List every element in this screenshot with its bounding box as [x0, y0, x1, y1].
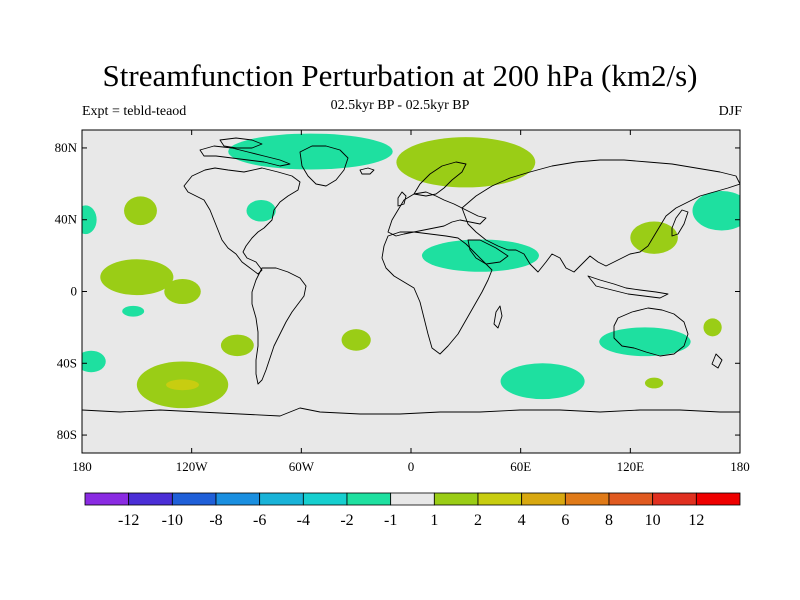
coastline-canadian-arctic [199, 145, 291, 167]
y-tick-label: 80S [57, 427, 77, 442]
colorbar-box [521, 492, 566, 506]
colorbar-label: 2 [474, 512, 482, 529]
colorbar-box [171, 492, 217, 506]
coastline-europe [387, 191, 487, 237]
y-tick-label: 40S [57, 355, 77, 370]
x-tick-label: 180 [72, 459, 92, 474]
colorbar-box [84, 492, 130, 506]
coastline-australia [613, 307, 689, 357]
shaded-region-east-pacific-tropics [100, 259, 174, 296]
colorbar-box [695, 492, 741, 506]
shaded-region-middle-east-band [421, 239, 539, 272]
colorbar-label: 10 [645, 512, 661, 529]
x-tick-label: 60E [510, 459, 531, 474]
x-tick-label: 180 [730, 459, 750, 474]
colorbar-box [433, 492, 479, 506]
shading-layer [82, 133, 740, 409]
colorbar-label: -6 [253, 512, 266, 529]
coastline-new-zealand [711, 353, 723, 369]
coastline-south-america [251, 267, 307, 385]
coastline-africa [381, 231, 493, 355]
colorbar-box [477, 492, 523, 506]
y-tick-label: 40N [55, 212, 78, 227]
coastline-canadian-islands [219, 137, 263, 149]
colorbar-label: 4 [518, 512, 526, 529]
colorbar-box [346, 492, 392, 506]
colorbar-box [302, 492, 348, 506]
colorbar-box [652, 492, 697, 506]
coastline-british-isles [397, 191, 407, 207]
y-tick-label: 80N [55, 140, 78, 155]
colorbar-box [259, 492, 304, 506]
coastline-japan [671, 209, 689, 237]
shaded-region-south-indian [500, 363, 585, 400]
coastline-greenland [299, 145, 349, 187]
x-tick-label: 120W [176, 459, 209, 474]
shaded-region-west-pacific-edge [82, 205, 97, 235]
colorbar-label: -8 [209, 512, 222, 529]
colorbar-label: -10 [162, 512, 183, 529]
colorbar-box [390, 492, 435, 506]
experiment-label: Expt = tebld-teaod [82, 104, 187, 119]
x-tick-label: 60W [289, 459, 315, 474]
x-tick-label: 0 [408, 459, 415, 474]
shaded-region-south-pacific-small [122, 305, 145, 317]
shaded-region-scandinavia-siberia [396, 137, 536, 188]
colorbar-label: -12 [118, 512, 139, 529]
shaded-region-south-atlantic [341, 329, 371, 351]
shaded-region-southwest-pacific-edge [82, 350, 106, 373]
coastline-arabia [467, 239, 509, 265]
shaded-region-southeast-pacific-center [166, 379, 199, 391]
colorbar-box [608, 492, 654, 506]
y-tick-label: 0 [71, 284, 78, 299]
shaded-region-south-of-australia [644, 377, 664, 389]
colorbar: -12 -10 -8 -6 -4 -2 -1 1 2 4 6 8 10 12 [84, 492, 741, 529]
shaded-region-east-pacific-tropics-tail [164, 278, 201, 305]
colorbar-box [128, 492, 173, 506]
colorbar-label: 6 [561, 512, 569, 529]
coastline-madagascar [493, 305, 503, 329]
colorbar-label: 1 [430, 512, 438, 529]
colorbar-label: 12 [688, 512, 704, 529]
coastline-indonesia [587, 275, 669, 299]
shaded-region-australia [599, 327, 691, 357]
colorbar-box [215, 492, 261, 506]
coastline-scandinavia [413, 161, 467, 197]
season-label: DJF [718, 104, 742, 119]
colorbar-label: -2 [340, 512, 353, 529]
colorbar-box [564, 492, 610, 506]
colorbar-label: -4 [297, 512, 310, 529]
chart-subtitle: 02.5kyr BP - 02.5kyr BP [330, 98, 470, 113]
shaded-region-northwest-pacific [692, 191, 740, 231]
coastline-asia [461, 159, 740, 273]
coastline-iceland [359, 167, 375, 175]
shaded-region-east-asia [630, 221, 678, 254]
coastline-north-america [183, 167, 301, 275]
colorbar-label: -1 [384, 512, 397, 529]
shaded-region-new-zealand-small [703, 318, 722, 337]
shaded-region-north-pacific-east [124, 196, 157, 226]
chart-title: Streamfunction Perturbation at 200 hPa (… [102, 58, 698, 93]
axes: 180 120W 60W 0 60E 120E 180 80N 40N 0 40S 80S [55, 130, 750, 474]
coastlines [82, 137, 740, 417]
x-tick-label: 120E [617, 459, 645, 474]
shaded-region-south-pacific-mid [220, 334, 254, 357]
shaded-region-greenland-north-atlantic [228, 133, 393, 170]
coastline-antarctica [82, 407, 740, 417]
shaded-region-great-lakes [246, 199, 276, 222]
colorbar-label: 8 [605, 512, 613, 529]
